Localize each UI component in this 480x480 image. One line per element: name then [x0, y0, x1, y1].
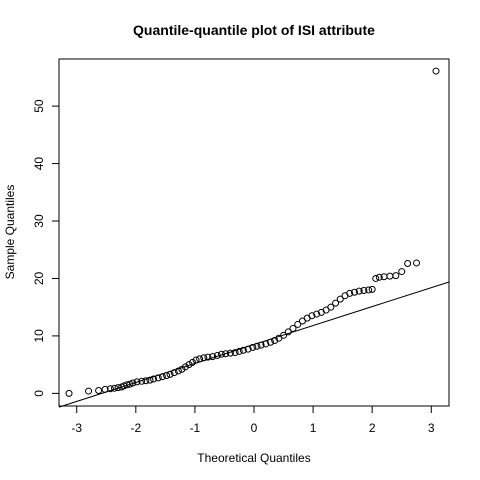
data-point — [392, 272, 400, 280]
data-point — [253, 342, 261, 350]
y-axis-label: Sample Quantiles — [3, 185, 17, 280]
y-tick-label: 20 — [32, 271, 46, 285]
data-point — [85, 387, 93, 395]
data-point — [280, 331, 288, 339]
x-tick-label: -1 — [190, 421, 201, 435]
x-axis-label: Theoretical Quantiles — [197, 451, 310, 465]
data-point — [218, 350, 225, 358]
y-tick-label: 0 — [32, 390, 46, 397]
data-point — [158, 373, 166, 381]
data-point — [271, 337, 279, 345]
data-point — [360, 287, 368, 295]
data-point — [355, 287, 363, 295]
data-point — [350, 288, 358, 296]
data-point — [166, 370, 174, 378]
data-point — [146, 376, 154, 384]
data-point — [204, 353, 212, 361]
data-point — [129, 379, 137, 387]
data-point — [368, 285, 376, 293]
x-axis: -3 -2 -1 0 1 2 3 — [71, 406, 435, 435]
data-point — [262, 340, 270, 348]
data-point — [308, 312, 316, 320]
data-point — [95, 386, 103, 394]
data-point — [106, 385, 114, 393]
y-tick-label: 50 — [32, 99, 46, 113]
data-point — [213, 351, 221, 359]
data-point — [174, 367, 182, 375]
y-tick-label: 10 — [32, 329, 46, 343]
x-tick-label: 2 — [369, 421, 376, 435]
data-point — [226, 349, 234, 357]
data-point — [327, 303, 335, 311]
data-point — [332, 299, 340, 307]
data-point — [244, 345, 252, 353]
data-point — [154, 374, 162, 382]
data-point — [111, 384, 119, 392]
plot-frame — [58, 58, 450, 407]
x-tick-label: -3 — [71, 421, 82, 435]
data-point — [404, 260, 412, 268]
data-point — [239, 346, 247, 354]
data-point — [65, 389, 73, 397]
x-tick-label: 3 — [428, 421, 435, 435]
data-point — [189, 358, 197, 366]
data-point — [413, 259, 420, 267]
data-point — [178, 365, 186, 373]
x-tick-label: -2 — [130, 421, 141, 435]
data-point — [346, 289, 354, 297]
data-point — [222, 350, 230, 358]
x-tick-label: 0 — [251, 421, 258, 435]
data-point — [313, 310, 321, 318]
data-point — [257, 341, 265, 349]
data-point — [249, 343, 257, 351]
y-axis: 0 10 20 30 40 50 — [32, 99, 59, 397]
data-point — [365, 286, 373, 294]
data-point — [375, 273, 383, 281]
data-point — [185, 361, 193, 369]
data-point — [231, 349, 239, 357]
data-point — [284, 328, 292, 336]
data-point — [192, 356, 200, 364]
data-point — [336, 295, 344, 303]
data-point — [200, 354, 208, 362]
y-tick-label: 30 — [32, 214, 46, 228]
data-point — [138, 377, 146, 385]
data-point — [150, 375, 158, 383]
data-point — [133, 378, 141, 386]
data-point — [386, 272, 394, 280]
data-point — [235, 347, 243, 355]
data-points — [65, 67, 440, 397]
data-point — [163, 372, 171, 380]
x-tick-label: 1 — [310, 421, 317, 435]
data-point — [294, 320, 302, 328]
data-point — [196, 355, 204, 363]
data-point — [170, 369, 178, 377]
data-point — [289, 324, 297, 332]
chart-title: Quantile-quantile plot of ISI attribute — [133, 22, 375, 38]
data-point — [181, 363, 189, 371]
y-tick-label: 40 — [32, 157, 46, 171]
data-point — [267, 338, 275, 346]
data-point — [101, 385, 109, 393]
data-point — [209, 353, 217, 361]
data-point — [372, 274, 380, 282]
data-point — [432, 67, 440, 75]
data-point — [142, 377, 150, 385]
data-point — [398, 268, 406, 276]
